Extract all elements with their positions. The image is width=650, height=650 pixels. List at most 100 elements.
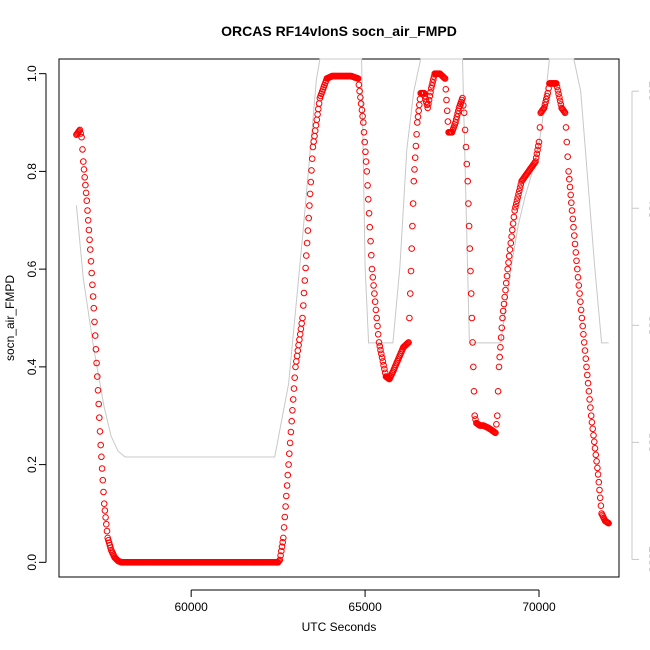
data-point (300, 302, 307, 309)
data-point (595, 478, 603, 486)
data-point (307, 178, 315, 186)
data-point (356, 87, 363, 95)
data-point (360, 129, 368, 136)
data-point (312, 121, 320, 129)
data-point (416, 101, 423, 109)
data-point (87, 246, 94, 253)
data-point (460, 109, 468, 117)
data-point (557, 101, 565, 108)
data-point (369, 274, 377, 281)
data-point (428, 82, 436, 89)
y-axis-label: socn_air_FMPD (3, 275, 17, 361)
data-point (79, 146, 86, 153)
data-point (573, 257, 580, 265)
data-point (535, 138, 543, 146)
data-point (535, 142, 542, 150)
data-point (461, 126, 469, 134)
data-point (381, 365, 388, 373)
data-point (82, 189, 90, 197)
data-point (303, 252, 310, 259)
y2-tick-label: 800 (646, 432, 650, 452)
data-point (581, 347, 589, 354)
data-point (587, 404, 594, 411)
data-point (508, 233, 515, 240)
data-point (94, 373, 101, 380)
data-point (91, 318, 98, 326)
data-point (422, 95, 429, 103)
data-point (516, 187, 523, 195)
data-point (580, 331, 587, 338)
data-point (84, 207, 91, 214)
data-point (373, 314, 381, 322)
data-point (89, 281, 96, 289)
data-point (502, 286, 509, 294)
data-point (596, 494, 604, 502)
data-point (593, 458, 600, 465)
data-point (277, 552, 284, 559)
data-point (84, 217, 92, 224)
data-point (406, 314, 413, 322)
data-point (553, 83, 561, 91)
data-point (413, 131, 420, 138)
data-point (93, 359, 100, 367)
data-point (286, 450, 293, 458)
data-point (296, 331, 304, 338)
data-point (532, 158, 539, 165)
data-point (293, 358, 300, 365)
data-point (553, 80, 560, 87)
data-point (497, 334, 505, 341)
data-point (370, 282, 377, 289)
data-point (498, 324, 506, 332)
data-point (563, 138, 571, 146)
data-point (442, 86, 450, 93)
data-point (496, 353, 504, 361)
data-point (443, 107, 451, 115)
data-point (280, 524, 288, 531)
y-tick-label: 0.2 (25, 456, 39, 473)
data-point (358, 106, 366, 114)
data-point (411, 166, 418, 173)
data-point (308, 155, 316, 162)
data-point (569, 215, 577, 223)
data-point (469, 339, 476, 346)
data-point (378, 350, 385, 358)
data-point (295, 341, 302, 349)
data-point (493, 421, 500, 428)
data-point (467, 267, 474, 275)
data-point (372, 306, 380, 314)
data-point (314, 111, 321, 118)
data-point (429, 79, 436, 86)
data-point (466, 245, 474, 252)
data-point (374, 331, 382, 338)
data-point (426, 92, 434, 100)
data-point (541, 101, 549, 109)
data-point (86, 236, 93, 244)
data-point (283, 492, 290, 500)
x-tick-label: 70000 (522, 600, 556, 614)
data-point (594, 471, 602, 478)
data-point (605, 519, 612, 527)
y-tick-label: 0.6 (25, 260, 39, 277)
data-point (577, 298, 584, 306)
data-point (306, 190, 314, 198)
data-point (100, 500, 108, 508)
data-point (414, 119, 421, 126)
data-point (566, 175, 573, 183)
data-point (289, 396, 297, 403)
data-point (566, 183, 574, 191)
data-point (375, 339, 383, 346)
data-point (377, 346, 384, 354)
data-point (289, 407, 296, 414)
data-point (571, 240, 579, 248)
data-point (284, 471, 292, 479)
data-point (293, 352, 301, 360)
data-point (532, 154, 540, 161)
x-axis-label: UTC Seconds (302, 620, 377, 634)
data-point (510, 213, 518, 221)
data-point (311, 132, 318, 140)
data-point (567, 191, 575, 199)
data-point (574, 265, 581, 273)
data-point (514, 194, 522, 201)
data-point (96, 414, 103, 422)
data-point (87, 258, 95, 265)
